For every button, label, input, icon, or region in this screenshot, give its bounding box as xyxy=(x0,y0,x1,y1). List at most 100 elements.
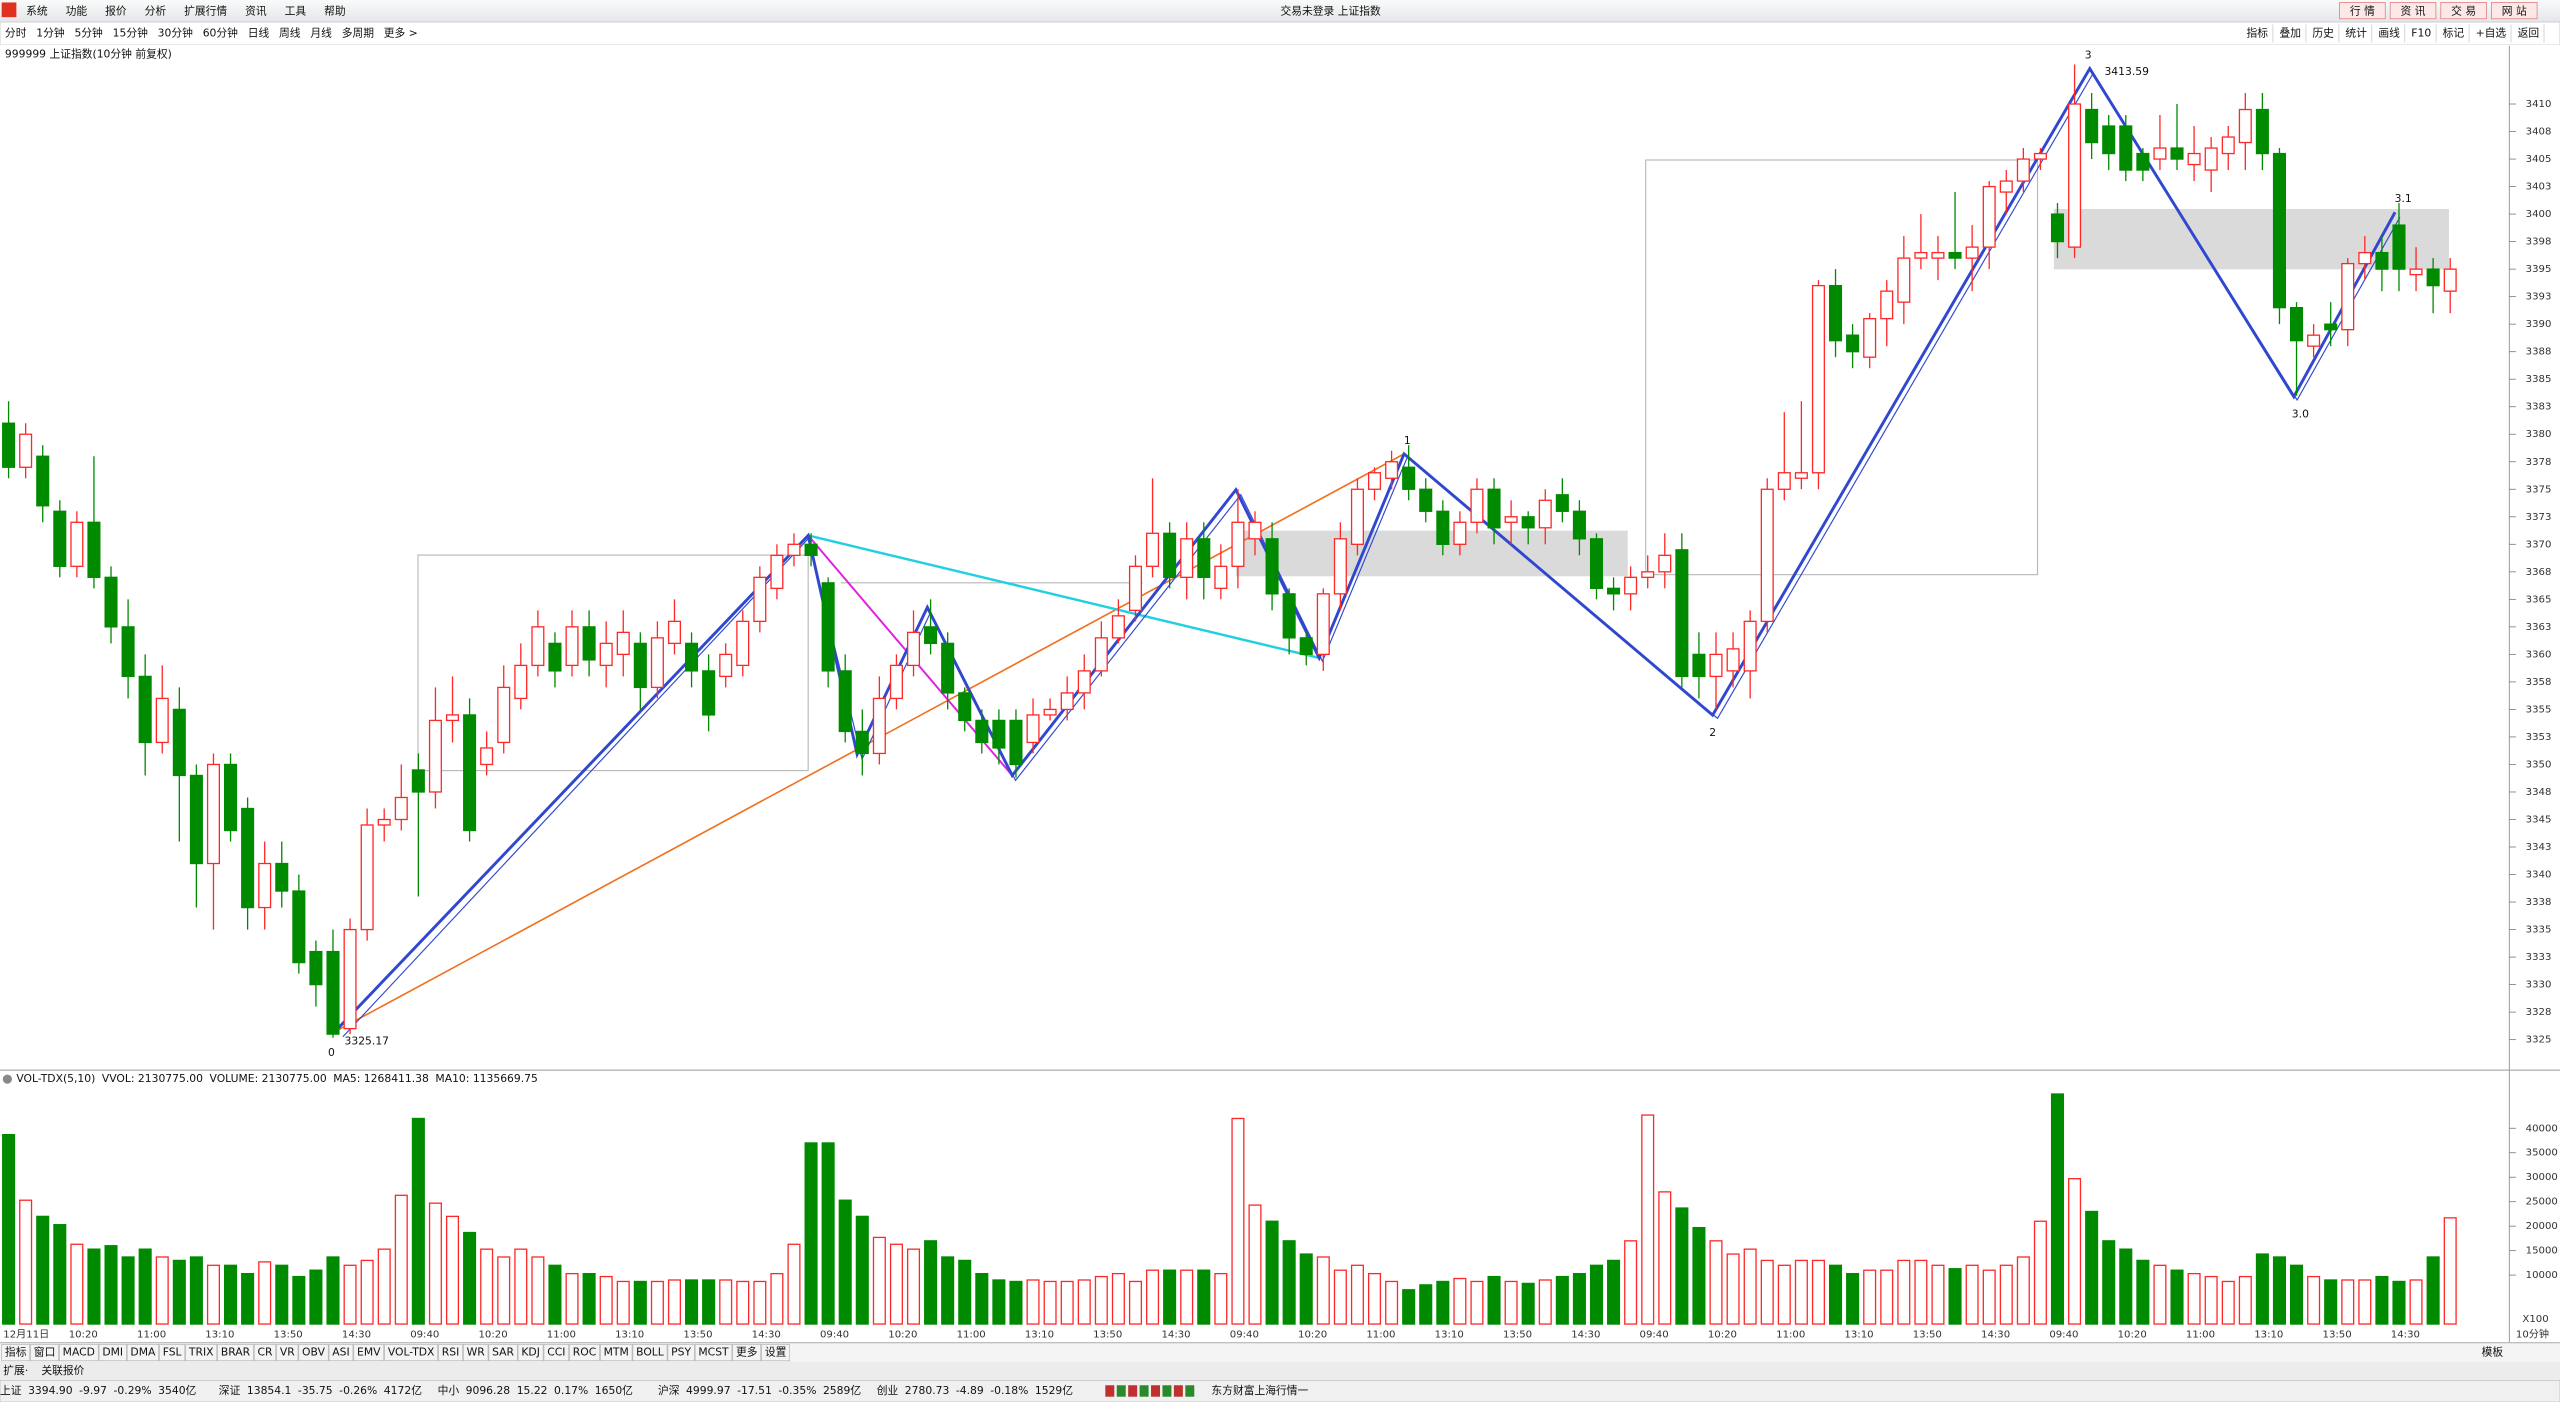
period-button[interactable]: 30分钟 xyxy=(158,26,193,39)
indicator-tab[interactable]: DMA xyxy=(130,1346,156,1359)
ext-tab[interactable]: 扩展· xyxy=(3,1364,28,1377)
indicator-tab-frame[interactable] xyxy=(600,1344,633,1362)
tool-button[interactable]: 统计 xyxy=(2345,26,2367,39)
menu-item[interactable]: 报价 xyxy=(105,4,127,17)
indicator-tab-frame[interactable] xyxy=(1,1344,31,1362)
indicator-tab[interactable]: ROC xyxy=(573,1346,596,1359)
indicator-tab-frame[interactable] xyxy=(98,1344,127,1362)
indicator-tab[interactable]: KDJ xyxy=(521,1346,540,1359)
indicator-tab-frame[interactable] xyxy=(159,1344,186,1362)
indicator-tab[interactable]: MACD xyxy=(63,1346,95,1359)
indicator-tab[interactable]: MCST xyxy=(698,1346,729,1359)
candle-body xyxy=(821,582,835,672)
indicator-tab[interactable]: VR xyxy=(280,1346,295,1359)
tool-button[interactable]: +自选 xyxy=(2476,26,2507,39)
menu-item[interactable]: 资讯 xyxy=(245,4,267,17)
indicator-tab[interactable]: CR xyxy=(258,1346,274,1359)
indicator-tab[interactable]: WR xyxy=(467,1346,486,1359)
menu-item[interactable]: 功能 xyxy=(66,4,88,17)
indicator-tab-frame[interactable] xyxy=(569,1344,600,1362)
period-button[interactable]: 5分钟 xyxy=(74,26,103,39)
tool-button[interactable]: 画线 xyxy=(2378,26,2400,39)
period-button[interactable]: 多周期 xyxy=(342,26,374,39)
period-button[interactable]: 15分钟 xyxy=(113,26,148,39)
tool-button[interactable]: F10 xyxy=(2411,26,2431,39)
indicator-tab-frame[interactable] xyxy=(384,1344,439,1362)
indicator-tab[interactable]: FSL xyxy=(163,1346,182,1359)
indicator-tab-frame[interactable] xyxy=(217,1344,254,1362)
quick-button-frame[interactable] xyxy=(2389,2,2437,20)
quick-button-frame[interactable] xyxy=(2440,2,2487,20)
y-tick-label: 15000 xyxy=(2526,1246,2558,1257)
indicator-tab-frame[interactable] xyxy=(298,1344,329,1362)
indicator-tab[interactable]: RSI xyxy=(442,1346,459,1359)
indicator-tab[interactable]: TRIX xyxy=(188,1346,214,1359)
indicator-tab-frame[interactable] xyxy=(353,1344,385,1362)
period-button[interactable]: 日线 xyxy=(248,26,270,39)
period-button[interactable]: 60分钟 xyxy=(203,26,238,39)
quick-button-frame[interactable] xyxy=(2490,2,2538,20)
indicator-tab-frame[interactable] xyxy=(667,1344,695,1362)
indicator-tab-frame[interactable] xyxy=(185,1344,218,1362)
indicator-tab-frame[interactable] xyxy=(463,1344,489,1362)
tool-button[interactable]: 历史 xyxy=(2312,26,2334,39)
indicator-tab-frame[interactable] xyxy=(732,1344,762,1362)
indicator-tab-frame[interactable] xyxy=(488,1344,518,1362)
period-button[interactable]: 月线 xyxy=(310,26,332,39)
quick-button-frame[interactable] xyxy=(2339,2,2386,20)
indicator-tab-frame[interactable] xyxy=(761,1344,790,1362)
indicator-tab[interactable]: CCI xyxy=(547,1346,565,1359)
period-button[interactable]: 分时 xyxy=(5,26,27,39)
indicator-tab[interactable]: PSY xyxy=(671,1346,691,1359)
indicator-tab-frame[interactable] xyxy=(59,1344,99,1362)
ext-tab[interactable]: 关联报价 xyxy=(41,1364,84,1377)
menu-item[interactable]: 分析 xyxy=(145,4,167,17)
indicator-tab-frame[interactable] xyxy=(694,1344,733,1362)
indicator-tab[interactable]: MTM xyxy=(604,1346,629,1359)
indicator-tab[interactable]: 指标 xyxy=(5,1346,27,1359)
indicator-tab-frame[interactable] xyxy=(253,1344,277,1362)
indicator-tab[interactable]: 更多 xyxy=(736,1346,758,1359)
quick-button[interactable]: 行 情 xyxy=(2350,4,2375,17)
indicator-tab-frame[interactable] xyxy=(438,1344,463,1362)
menu-item[interactable]: 帮助 xyxy=(324,4,346,17)
indicator-tab[interactable]: SAR xyxy=(492,1346,514,1359)
volume-bar xyxy=(872,1236,886,1325)
indicator-tab[interactable]: BOLL xyxy=(636,1346,664,1359)
indicator-tab-frame[interactable] xyxy=(517,1344,544,1362)
indicator-tab-frame[interactable] xyxy=(543,1344,570,1362)
menu-item[interactable]: 扩展行情 xyxy=(184,4,227,17)
tool-button[interactable]: 标记 xyxy=(2443,26,2465,39)
indicator-tab[interactable]: BRAR xyxy=(221,1346,251,1359)
indicator-tab-frame[interactable] xyxy=(632,1344,668,1362)
tool-button[interactable]: 叠加 xyxy=(2279,26,2301,39)
indicator-tab-frame[interactable] xyxy=(276,1344,299,1362)
indicator-tab[interactable]: 窗口 xyxy=(34,1346,56,1359)
x-tick-label: 13:50 xyxy=(683,1330,712,1341)
menu-item[interactable]: 系统 xyxy=(26,4,48,17)
indicator-tab-frame[interactable] xyxy=(30,1344,59,1362)
template-button[interactable]: 模板 xyxy=(2482,1346,2504,1359)
volume-bar xyxy=(326,1256,340,1325)
quick-button[interactable]: 资 讯 xyxy=(2401,4,2426,17)
period-button[interactable]: 1分钟 xyxy=(36,26,65,39)
indicator-tab[interactable]: DMI xyxy=(102,1346,123,1359)
quick-button[interactable]: 交 易 xyxy=(2451,4,2476,17)
quick-button[interactable]: 网 站 xyxy=(2502,4,2527,17)
indicator-tab[interactable]: OBV xyxy=(302,1346,326,1359)
volume-bar xyxy=(1111,1272,1125,1325)
indicator-tab[interactable]: VOL-TDX xyxy=(388,1346,435,1359)
period-button[interactable]: 更多 > xyxy=(384,26,418,39)
menu-bar xyxy=(0,0,2560,23)
indicator-tab[interactable]: EMV xyxy=(357,1346,381,1359)
candle-body xyxy=(258,862,272,909)
tool-button[interactable]: 指标 xyxy=(2247,26,2269,39)
indicator-tab-frame[interactable] xyxy=(126,1344,159,1362)
tool-button[interactable]: 返回 xyxy=(2518,26,2540,39)
indicator-tab[interactable]: 设置 xyxy=(765,1346,787,1359)
volume-bar xyxy=(70,1243,84,1325)
period-button[interactable]: 周线 xyxy=(279,26,301,39)
indicator-tab-frame[interactable] xyxy=(328,1344,354,1362)
indicator-tab[interactable]: ASI xyxy=(332,1346,349,1359)
menu-item[interactable]: 工具 xyxy=(285,4,307,17)
